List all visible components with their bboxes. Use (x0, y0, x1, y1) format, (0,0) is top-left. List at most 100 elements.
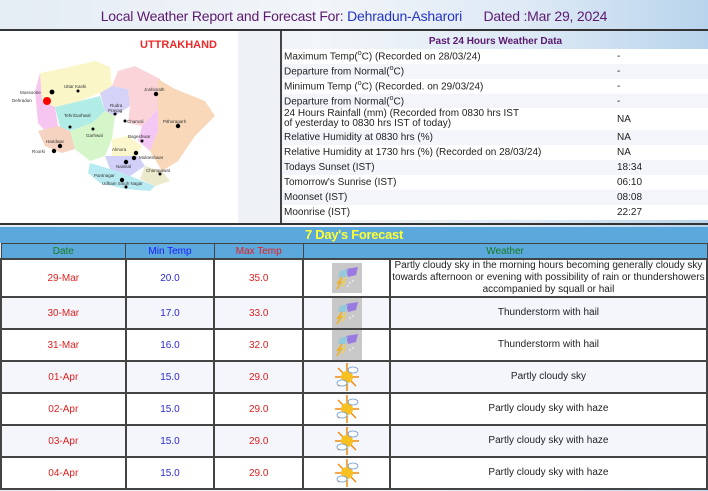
forecast-min-temp: 20.0 (124, 258, 216, 298)
svg-text:Nainital: Nainital (116, 164, 131, 169)
row-value: - (617, 66, 621, 77)
svg-text:Garhwal: Garhwal (86, 133, 103, 138)
svg-text:Prayag: Prayag (108, 108, 123, 113)
row-value: - (617, 51, 621, 62)
row-value: - (617, 81, 621, 92)
row-label: Todays Sunset (IST) (284, 162, 375, 173)
forecast-title: 7 Day's Forecast (0, 227, 708, 243)
forecast-weather: Partly cloudy sky with haze (388, 456, 708, 490)
forecast-row: 04-Apr 15.0 29.0 Partly cloudy sky with … (0, 456, 708, 490)
svg-text:Almora: Almora (112, 147, 127, 152)
forecast-weather: Partly cloudy sky with haze (388, 392, 708, 426)
row-value: NA (617, 113, 631, 125)
thunderstorm-hail-icon (331, 263, 362, 293)
current-conditions-panel: Mussoorie Dehradun Uttar Kashi Joshimath… (0, 29, 708, 225)
svg-text:Mukteshwar: Mukteshwar (139, 155, 164, 160)
row-label: Minimum Temp (oC) (Recorded. on 29/03/24… (284, 80, 484, 93)
forecast-max-temp: 29.0 (213, 424, 305, 458)
forecast-max-temp: 29.0 (213, 456, 305, 490)
page-title: Local Weather Report and Forecast For: D… (0, 8, 708, 28)
forecast-date: 29-Mar (0, 258, 127, 298)
row-label: 24 Hours Rainfall (mm) (Recorded from 08… (284, 108, 520, 129)
row-value: 18:34 (617, 162, 643, 173)
row-label: Maximum Temp(oC) (Recorded on 28/03/24) (284, 50, 481, 63)
past-24h-table: Past 24 Hours Weather Data Maximum Temp(… (283, 33, 708, 220)
report-date: Dated :Mar 29, 2024 (483, 8, 608, 24)
forecast-weather: Partly cloudy sky in the morning hours b… (388, 258, 708, 298)
col-header-min-temp: Min Temp (125, 243, 215, 259)
forecast-row: 29-Mar 20.0 35.0 Partly cloudy sky in th… (0, 258, 708, 298)
row-label: Moonrise (IST) (284, 207, 351, 218)
col-header-date: Date (0, 243, 127, 259)
forecast-row: 03-Apr 15.0 29.0 Partly cloudy sky with … (0, 424, 708, 458)
forecast-table: Date Min Temp Max Temp Weather 29-Mar 20… (0, 243, 708, 490)
svg-text:Chamoli: Chamoli (127, 119, 144, 124)
svg-text:TehriGarhwal: TehriGarhwal (64, 113, 91, 118)
forecast-row: 02-Apr 15.0 29.0 Partly cloudy sky with … (0, 392, 708, 426)
forecast-row: 30-Mar 17.0 33.0 Thunderstorm with hail (0, 296, 708, 330)
row-value: 06:10 (617, 177, 643, 188)
forecast-min-temp: 15.0 (124, 360, 216, 394)
forecast-weather: Thunderstorm with hail (388, 328, 708, 362)
row-value: NA (617, 132, 631, 143)
forecast-min-temp: 15.0 (124, 392, 216, 426)
forecast-date: 04-Apr (0, 456, 127, 490)
forecast-row: 31-Mar 16.0 32.0 Thunderstorm with hail (0, 328, 708, 362)
forecast-date: 01-Apr (0, 360, 127, 394)
svg-text:Joshimath: Joshimath (144, 87, 165, 92)
svg-text:Pithoragarh: Pithoragarh (163, 119, 187, 124)
forecast-date: 03-Apr (0, 424, 127, 458)
partly-cloudy-icon (332, 426, 362, 456)
forecast-min-temp: 17.0 (124, 296, 216, 330)
thunderstorm-hail-icon (331, 330, 362, 360)
row-label: Relative Humidity at 1730 hrs (%) (Recor… (284, 147, 542, 158)
forecast-weather: Partly cloudy sky (388, 360, 708, 394)
svg-text:Rudra: Rudra (110, 103, 123, 108)
row-label: Tomorrow's Sunrise (IST) (284, 177, 397, 188)
forecast-max-temp: 33.0 (213, 296, 305, 330)
thunderstorm-hail-icon (331, 298, 362, 328)
forecast-weather: Thunderstorm with hail (388, 296, 708, 330)
svg-text:Udham Singh Nagar: Udham Singh Nagar (102, 181, 143, 186)
svg-text:Uttar Kashi: Uttar Kashi (64, 84, 86, 89)
row-value: NA (617, 147, 631, 158)
svg-text:Dehradun: Dehradun (12, 98, 32, 103)
state-title: UTTRAKHAND (140, 39, 217, 51)
row-value: 22:27 (617, 207, 643, 218)
row-label: Relative Humidity at 0830 hrs (%) (284, 132, 433, 143)
svg-text:Bageshwar: Bageshwar (128, 134, 151, 139)
forecast-weather: Partly cloudy sky with haze (388, 424, 708, 458)
svg-text:Haridwar: Haridwar (46, 139, 65, 144)
forecast-date: 30-Mar (0, 296, 127, 330)
partly-cloudy-icon (332, 458, 362, 488)
forecast-max-temp: 29.0 (213, 392, 305, 426)
col-header-max-temp: Max Temp (213, 243, 304, 259)
divider (280, 31, 282, 223)
forecast-min-temp: 16.0 (124, 328, 216, 362)
state-map: Mussoorie Dehradun Uttar Kashi Joshimath… (0, 31, 238, 223)
row-label: Departure from Normal(oC) (284, 94, 405, 108)
svg-text:Mussoorie: Mussoorie (20, 90, 41, 95)
forecast-date: 02-Apr (0, 392, 127, 426)
svg-text:Pantnagar: Pantnagar (94, 173, 115, 178)
svg-text:Champawat: Champawat (146, 168, 171, 173)
svg-text:Roorki: Roorki (32, 149, 45, 154)
forecast-max-temp: 35.0 (213, 258, 305, 298)
forecast-panel: 7 Day's Forecast Date Min Temp Max Temp … (0, 227, 708, 490)
location-name: Dehradun-Asharori (347, 8, 463, 24)
title-prefix: Local Weather Report and Forecast For: (100, 8, 344, 24)
col-header-weather: Weather (302, 243, 708, 259)
forecast-date: 31-Mar (0, 328, 127, 362)
forecast-min-temp: 15.0 (124, 456, 216, 490)
partly-cloudy-icon (332, 362, 362, 392)
uttarakhand-map-image: Mussoorie Dehradun Uttar Kashi Joshimath… (12, 61, 215, 191)
forecast-max-temp: 29.0 (213, 360, 305, 394)
partly-cloudy-icon (332, 394, 362, 424)
past-24h-heading: Past 24 Hours Weather Data (428, 35, 563, 47)
row-value: 08:08 (617, 192, 643, 203)
row-label: Moonset (IST) (284, 192, 348, 203)
forecast-row: 01-Apr 15.0 29.0 Partly cloudy sky (0, 360, 708, 394)
forecast-min-temp: 15.0 (124, 424, 216, 458)
forecast-max-temp: 32.0 (213, 328, 305, 362)
row-label: Departure from Normal(oC) (284, 65, 405, 78)
